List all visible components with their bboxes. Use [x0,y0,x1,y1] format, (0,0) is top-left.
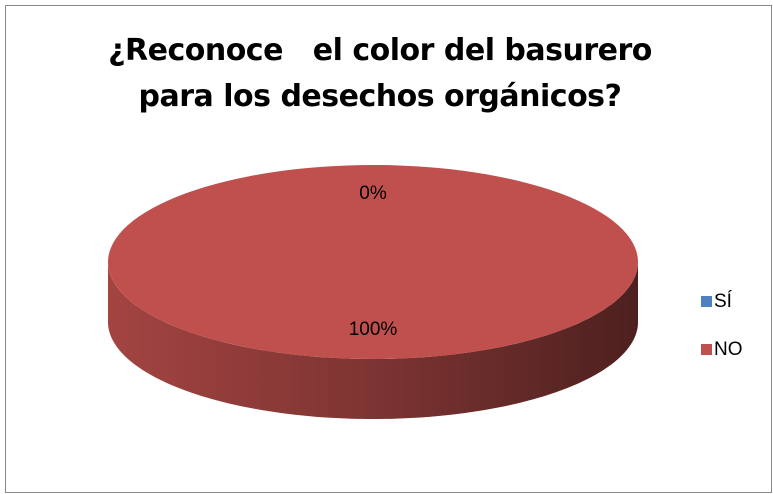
legend-label: NO [714,339,743,360]
data-label: 0% [359,183,387,204]
legend-label: SÍ [714,291,733,312]
slice [108,165,638,359]
data-label: 100% [349,319,398,340]
chart-title: ¿Reconoce el color del basurero para los… [108,33,662,114]
legend-swatch [701,344,712,355]
slice-side-shade [108,262,638,419]
legend-swatch [701,296,712,307]
